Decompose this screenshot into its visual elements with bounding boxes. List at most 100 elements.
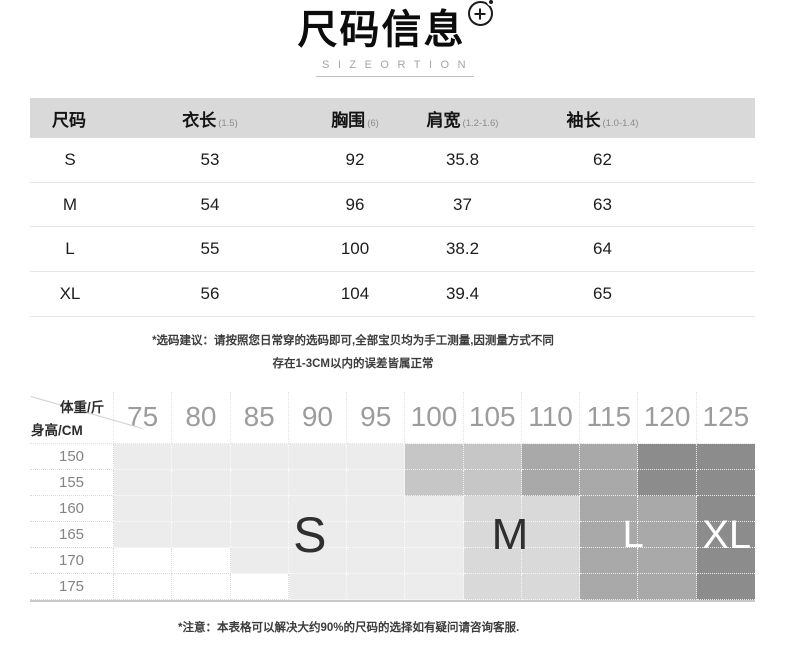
cell-size: M	[62, 194, 78, 214]
cell-sleeve: 62	[593, 149, 612, 169]
weight-column-header: 120	[638, 391, 697, 444]
heatmap-cell-150-105	[463, 443, 522, 470]
heatmap-cell-155-75	[114, 469, 173, 496]
heatmap-cell-160-95	[347, 495, 406, 522]
cell-shoulder: 37	[453, 194, 472, 214]
cell-shoulder: 35.8	[445, 149, 480, 169]
heatmap-cell-150-85	[230, 443, 289, 470]
heatmap-cell-155-105	[463, 469, 522, 496]
heatmap-corner-cell: 体重/斤 身高/CM	[30, 391, 143, 444]
heatmap-cell-150-95	[347, 443, 406, 470]
heatmap-cell-165-105	[463, 521, 522, 548]
heatmap-cell-155-110	[521, 469, 581, 496]
heatmap-cell-170-120	[638, 547, 697, 574]
cell-sleeve: 63	[593, 194, 612, 214]
heatmap-cell-155-100	[405, 469, 464, 496]
height-row-label: 175	[30, 573, 114, 600]
heatmap-cell-155-95	[347, 469, 406, 496]
heatmap-cell-150-115	[580, 443, 639, 470]
cell-sleeve: 64	[593, 239, 612, 259]
heatmap-cell-175-125	[696, 573, 755, 600]
heatmap-cell-155-85	[230, 469, 289, 496]
cell-size: L	[65, 239, 75, 259]
heatmap-cell-175-120	[638, 573, 697, 600]
heatmap-cell-175-110	[521, 573, 581, 600]
weight-column-header: 100	[405, 391, 464, 444]
page-title: 尺码信息	[297, 8, 466, 52]
column-header-sleeve: 袖长 (1.0-1.4)	[566, 110, 639, 130]
heatmap-cell-170-100	[405, 547, 464, 574]
heatmap-cell-170-125	[696, 547, 755, 574]
cell-chest: 104	[340, 283, 370, 303]
heatmap-cell-165-110	[521, 521, 581, 548]
heatmap-cell-165-85	[230, 521, 289, 548]
height-axis-label: 身高/CM	[31, 422, 83, 438]
heatmap-cell-165-90	[288, 521, 348, 548]
height-row-label: 155	[30, 469, 114, 496]
heatmap-cell-160-100	[405, 495, 464, 522]
weight-column-header: 105	[463, 391, 522, 444]
cell-length: 55	[200, 239, 220, 259]
height-row-label: 150	[30, 443, 114, 470]
size-table-header: 尺码 衣长 (1.5) 胸围 (6) 肩宽 (1.2-1.6) 袖长 (1.0-1.4)	[30, 98, 755, 138]
table-row-l: L 55 100 38.2 64	[30, 227, 755, 273]
heatmap-cell-150-110	[521, 443, 581, 470]
cell-size: XL	[59, 283, 81, 303]
table-row-xl: XL 56 104 39.4 65	[30, 272, 755, 317]
column-header-length: 衣长 (1.5)	[182, 110, 238, 130]
heatmap-cell-160-85	[230, 495, 289, 522]
heatmap-cell-175-80	[172, 573, 231, 600]
heatmap-cell-160-120	[638, 495, 697, 522]
size-zone-label-xl: XL	[702, 513, 752, 558]
column-header-chest: 胸围 (6)	[331, 110, 379, 130]
heatmap-cell-170-105	[463, 547, 522, 574]
cell-shoulder: 39.4	[445, 283, 480, 303]
heatmap-cell-155-125	[696, 469, 755, 496]
cell-sleeve: 65	[593, 283, 612, 303]
heatmap-cell-160-90	[288, 495, 348, 522]
heatmap-cell-165-100	[405, 521, 464, 548]
page-subtitle: SIZEORTION	[315, 60, 475, 77]
heatmap-cell-170-90	[288, 547, 348, 574]
size-zone-label-m: M	[491, 510, 529, 560]
cell-size: S	[64, 149, 76, 169]
heatmap-cell-155-120	[638, 469, 697, 496]
heatmap-cell-155-115	[580, 469, 639, 496]
advice-line-1: *选码建议：请按照您日常穿的选码即可,全部宝贝均为手工测量,因测量方式不同	[152, 334, 554, 347]
height-row-label: 170	[30, 547, 114, 574]
heatmap-cell-165-120	[638, 521, 697, 548]
heatmap-cell-175-75	[114, 573, 173, 600]
table-row-m: M 54 96 37 63	[30, 183, 755, 228]
column-header-shoulder: 肩宽 (1.2-1.6)	[426, 110, 499, 130]
heatmap-cell-160-80	[172, 495, 231, 522]
heatmap-cell-175-100	[405, 573, 464, 600]
heatmap-cell-170-110	[521, 547, 581, 574]
weight-column-header: 115	[580, 391, 639, 444]
heatmap-cell-150-80	[172, 443, 231, 470]
size-zone-label-l: L	[622, 514, 644, 557]
subtitle-row: SIZEORTION	[0, 56, 790, 77]
heatmap-cell-170-75	[114, 547, 173, 574]
heatmap-cell-150-90	[288, 443, 348, 470]
advice-line-2: 存在1-3CM以内的误差皆属正常	[272, 357, 434, 370]
heatmap-grid: 体重/斤 身高/CM 75 80 85 90 95 100 105 110 11…	[30, 391, 755, 600]
heatmap-cell-150-120	[638, 443, 697, 470]
heatmap-cell-165-125	[696, 521, 755, 548]
weight-column-header: 95	[347, 391, 406, 444]
cell-shoulder: 38.2	[445, 239, 480, 259]
weight-column-header: 125	[696, 392, 755, 444]
heatmap-cell-175-95	[347, 573, 406, 600]
heatmap-cell-160-110	[521, 495, 581, 522]
heatmap-cell-160-115	[580, 495, 639, 522]
weight-axis-label: 体重/斤	[60, 399, 105, 415]
heatmap-cell-170-85	[230, 547, 289, 574]
cell-length: 54	[200, 194, 220, 214]
heatmap-cell-150-100	[405, 443, 464, 470]
heatmap-cell-165-75	[114, 521, 173, 548]
heatmap-cell-160-105	[463, 495, 522, 522]
cell-length: 53	[200, 149, 220, 169]
column-header-size: 尺码	[52, 110, 86, 130]
height-row-label: 160	[30, 495, 114, 522]
weight-column-header: 80	[172, 391, 231, 444]
heatmap-cell-150-75	[114, 443, 173, 470]
